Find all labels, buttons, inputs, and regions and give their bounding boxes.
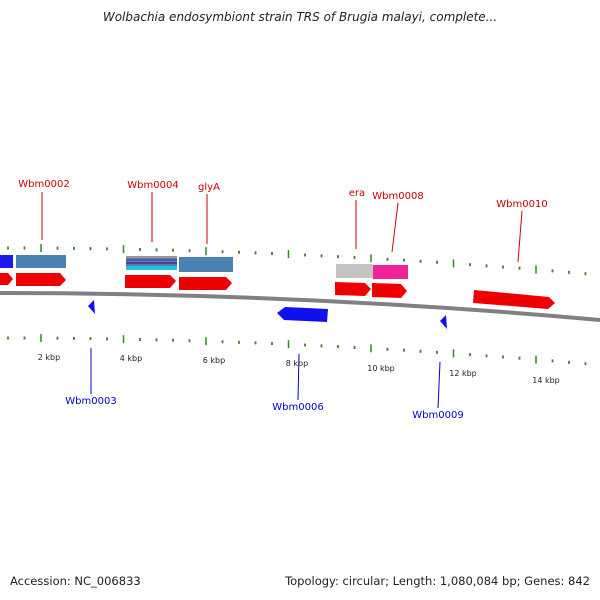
scale-label-12kbp: 12 kbp xyxy=(449,369,477,378)
reverse-genes xyxy=(88,300,447,329)
gene-arrow-era[interactable] xyxy=(335,282,371,296)
gene-arrow-wbm0010[interactable] xyxy=(473,290,555,309)
accession-text: Accession: NC_006833 xyxy=(10,574,141,588)
genome-summary-text: Topology: circular; Length: 1,080,084 bp… xyxy=(285,574,590,588)
gene-arrow-wbm0009[interactable] xyxy=(440,315,447,329)
label-era[interactable]: era xyxy=(349,188,365,199)
feature-box-wbm0004[interactable] xyxy=(126,256,177,270)
label-wbm0008[interactable]: Wbm0008 xyxy=(372,191,423,202)
label-wbm0003[interactable]: Wbm0003 xyxy=(65,396,116,407)
gene-arrow-wbm0003[interactable] xyxy=(88,300,95,314)
label-wbm0004[interactable]: Wbm0004 xyxy=(127,180,178,191)
label-wbm0009[interactable]: Wbm0009 xyxy=(412,410,463,421)
scale-label-6kbp: 6 kbp xyxy=(203,356,225,365)
scale-label-14kbp: 14 kbp xyxy=(532,376,560,385)
feature-box-glyA[interactable] xyxy=(179,257,233,272)
gene-arrow-forward-edge[interactable] xyxy=(0,273,13,285)
genome-backbone xyxy=(0,291,600,322)
gene-arrow-wbm0004[interactable] xyxy=(125,275,176,288)
label-wbm0010[interactable]: Wbm0010 xyxy=(496,199,547,210)
feature-box-blue-edge[interactable] xyxy=(0,255,13,268)
feature-box-era[interactable] xyxy=(336,264,373,278)
gene-arrow-glyA[interactable] xyxy=(179,277,232,290)
feature-boxes xyxy=(0,255,408,279)
label-glyA[interactable]: glyA xyxy=(198,182,220,193)
scale-labels: 2 kbp 4 kbp 6 kbp 8 kbp 10 kbp 12 kbp 14… xyxy=(38,353,560,385)
label-wbm0006[interactable]: Wbm0006 xyxy=(272,402,323,413)
tick-marks-upper xyxy=(7,244,587,276)
scale-label-8kbp: 8 kbp xyxy=(286,359,308,368)
gene-arrow-wbm0002[interactable] xyxy=(16,273,66,286)
gene-arrow-wbm0006[interactable] xyxy=(277,307,328,322)
gene-arrow-wbm0008[interactable] xyxy=(372,283,407,298)
map-title: Wolbachia endosymbiont strain TRS of Bru… xyxy=(102,10,498,24)
scale-label-2kbp: 2 kbp xyxy=(38,353,60,362)
label-wbm0002[interactable]: Wbm0002 xyxy=(18,179,69,190)
callout-lines xyxy=(41,192,523,409)
tick-marks-lower xyxy=(7,334,587,366)
feature-box-wbm0002[interactable] xyxy=(16,255,66,268)
forward-genes xyxy=(0,273,555,309)
feature-box-wbm0008[interactable] xyxy=(373,265,408,279)
gene-labels: Wbm0002 Wbm0004 glyA era Wbm0008 Wbm0010… xyxy=(18,179,547,421)
scale-label-4kbp: 4 kbp xyxy=(120,354,142,363)
scale-label-10kbp: 10 kbp xyxy=(367,364,395,373)
